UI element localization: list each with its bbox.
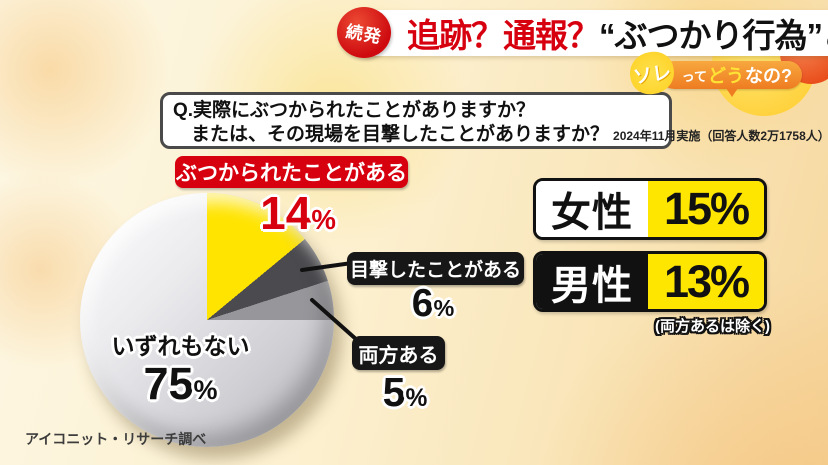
female-stat-label: 女性	[536, 181, 648, 237]
zokuhatsu-badge: 続発	[337, 7, 391, 58]
survey-note: 2024年11月実施（回答人数2万1758人）	[613, 129, 828, 143]
slice-value-none: 75%	[143, 358, 218, 409]
slice-label-witnessed: 目撃したことがある	[347, 252, 524, 285]
male-stat-box: 男性 13%	[533, 251, 767, 312]
slice-value-witnessed: 6%	[411, 282, 455, 325]
stats-note: (両方あるは除く)	[655, 318, 770, 335]
male-stat-value: 13%	[648, 254, 764, 309]
slice-value-both: 5%	[382, 369, 428, 415]
female-stat-value: 15%	[648, 181, 764, 237]
slice-label-none-text: いずれもない	[111, 333, 250, 359]
zokuhatsu-badge-label: 続発	[344, 21, 384, 47]
pie-chart	[80, 193, 334, 447]
source-credit: アイコニット・リサーチ調べ	[25, 431, 207, 447]
headline-black-text: “ぶつかり行為”どう対応	[599, 17, 828, 54]
logo-text-dou: どう	[708, 66, 744, 86]
slice-label-none: いずれもない 75%	[88, 333, 273, 406]
logo-text-nano: なの?	[745, 66, 792, 86]
logo-text-tte: って	[681, 68, 707, 84]
female-stat-box: 女性 15%	[533, 178, 767, 240]
logo-speech-bubble: って どう なの?	[660, 61, 802, 97]
slice-label-both: 両方ある	[352, 336, 445, 370]
male-stat-label: 男性	[536, 254, 648, 309]
background-blob	[0, 0, 170, 190]
question-line1: Q.実際にぶつかられたことがありますか？	[173, 100, 536, 121]
headline-red-text: 追跡？通報？	[407, 17, 600, 54]
pie-slices	[80, 193, 334, 447]
headline-bar: 追跡？通報？“ぶつかり行為”どう対応	[363, 10, 828, 56]
question-box: Q.実際にぶつかられたことがありますか？ または、その現場を目撃したことがありま…	[160, 92, 828, 149]
question-line2: または、その現場を目撃したことがありますか？	[191, 124, 610, 145]
slice-label-bumped: ぶつかられたことがある	[175, 156, 408, 188]
slice-value-bumped: 14%	[260, 187, 336, 239]
